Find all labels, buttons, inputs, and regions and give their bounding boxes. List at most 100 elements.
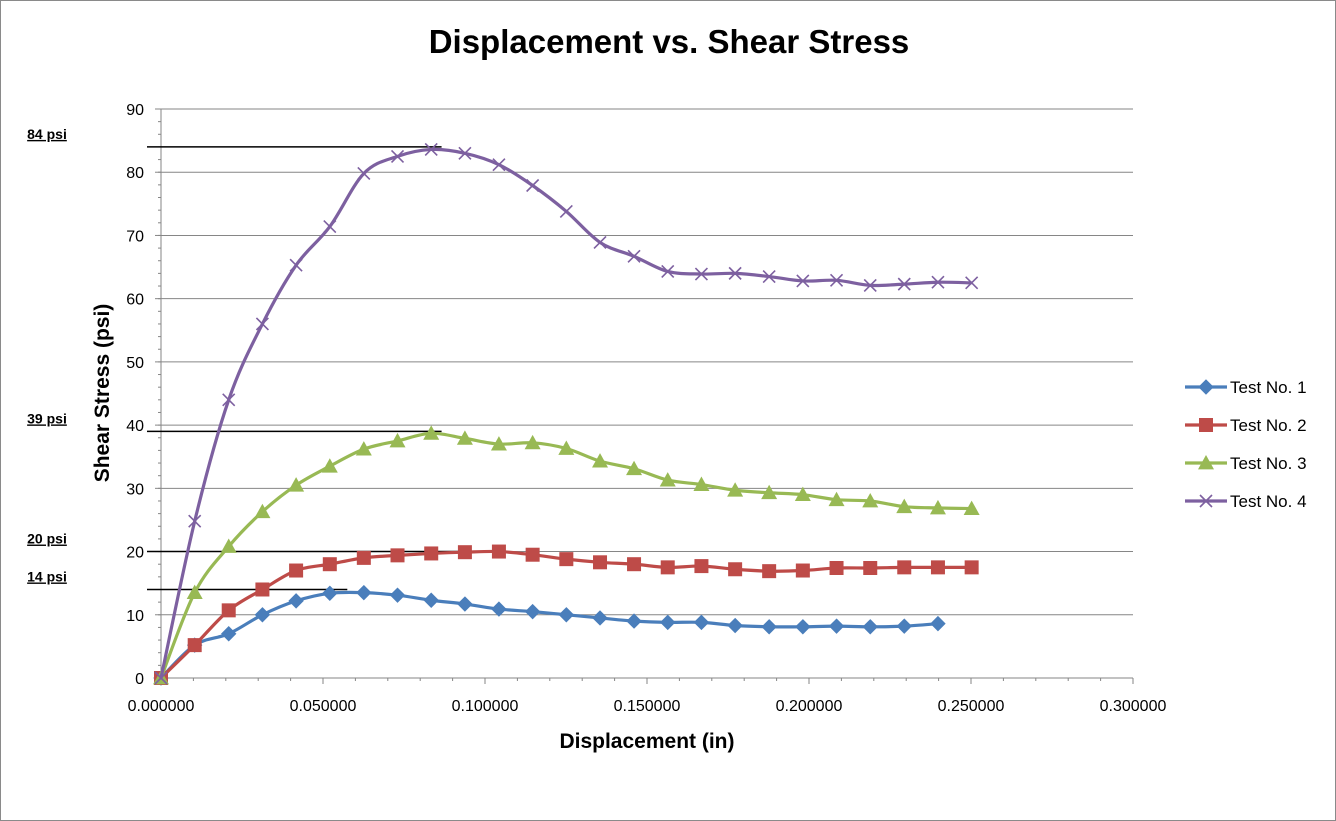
y-tick-label: 50 xyxy=(126,355,144,372)
x-tick-label: 0.150000 xyxy=(614,698,681,715)
data-point xyxy=(829,560,844,575)
series-line xyxy=(159,147,972,679)
data-point xyxy=(492,158,506,172)
data-point xyxy=(896,498,913,514)
data-point xyxy=(796,274,810,288)
data-point xyxy=(863,560,878,575)
data-point xyxy=(491,544,506,559)
data-point xyxy=(254,503,271,519)
series-1 xyxy=(153,584,946,686)
data-point xyxy=(289,563,304,578)
y-tick-label: 80 xyxy=(126,165,144,182)
data-point xyxy=(186,584,203,600)
data-point xyxy=(322,557,337,572)
data-point xyxy=(626,460,643,476)
data-point xyxy=(288,593,304,609)
data-point xyxy=(355,441,372,456)
y-tick-label: 0 xyxy=(135,671,144,688)
data-point xyxy=(221,603,236,618)
x-tick-label: 0.250000 xyxy=(938,698,1005,715)
legend-label: Test No. 3 xyxy=(1230,454,1307,473)
data-point xyxy=(357,166,371,181)
data-point xyxy=(728,266,742,280)
data-point xyxy=(424,546,439,561)
y-tick-label: 20 xyxy=(126,545,144,562)
data-point xyxy=(390,149,405,163)
series-line xyxy=(159,590,939,680)
data-point xyxy=(457,596,473,612)
data-point xyxy=(660,560,675,575)
legend: Test No. 1 Test No. 2 Test No. 3 Test No. 4 xyxy=(1185,378,1307,511)
x-tick-label: 0.100000 xyxy=(452,698,519,715)
y-tick-label: 40 xyxy=(126,418,144,435)
data-point xyxy=(524,603,541,620)
data-point xyxy=(559,204,573,218)
y-tick-label: 30 xyxy=(126,481,144,498)
series-4 xyxy=(154,142,979,685)
data-point xyxy=(794,486,811,502)
data-point xyxy=(322,585,338,601)
legend-marker xyxy=(1198,379,1214,395)
data-point xyxy=(221,626,237,642)
data-point xyxy=(931,275,945,289)
data-point xyxy=(929,499,946,515)
data-point xyxy=(255,582,270,597)
data-point xyxy=(862,619,878,635)
annotation-label: 84 psi xyxy=(27,126,67,142)
y-tick-label: 60 xyxy=(126,292,144,309)
data-point xyxy=(896,618,912,634)
data-point xyxy=(627,249,641,263)
data-point xyxy=(323,220,337,234)
annotation-label: 14 psi xyxy=(27,568,67,584)
data-point xyxy=(154,671,168,685)
annotation-label: 39 psi xyxy=(27,410,67,426)
legend-label: Test No. 1 xyxy=(1230,378,1307,397)
y-tick-label: 10 xyxy=(126,608,144,625)
data-point xyxy=(458,146,472,160)
annotation-label: 20 psi xyxy=(27,531,67,547)
data-point xyxy=(187,638,202,653)
x-tick-label: 0.050000 xyxy=(290,698,357,715)
data-point xyxy=(289,258,303,272)
data-point xyxy=(558,440,575,455)
data-point xyxy=(930,560,945,575)
data-point xyxy=(222,393,236,407)
data-point xyxy=(491,601,507,617)
data-point xyxy=(727,482,744,497)
legend-marker xyxy=(1199,494,1213,508)
data-point xyxy=(288,477,305,492)
x-tick-label: 0.300000 xyxy=(1100,698,1167,715)
data-point xyxy=(761,484,778,500)
data-point xyxy=(254,607,271,623)
data-point xyxy=(829,273,844,287)
legend-item: Test No. 1 xyxy=(1185,378,1307,397)
data-point xyxy=(593,555,608,570)
data-point xyxy=(694,559,709,574)
x-tick-label: 0.000000 xyxy=(128,698,195,715)
data-point xyxy=(930,615,946,632)
data-point xyxy=(728,562,743,577)
data-point xyxy=(795,563,810,578)
data-point xyxy=(963,500,980,515)
data-point xyxy=(188,514,202,528)
data-point xyxy=(423,592,439,608)
data-point xyxy=(423,425,440,440)
legend-item: Test No. 3 xyxy=(1185,454,1307,473)
data-point xyxy=(321,458,338,473)
data-point xyxy=(693,614,710,631)
data-point xyxy=(424,142,438,157)
data-point xyxy=(659,472,676,487)
data-point xyxy=(694,267,708,281)
data-point xyxy=(356,550,371,565)
data-point xyxy=(828,618,845,634)
y-axis-title: Shear Stress (psi) xyxy=(91,304,114,483)
data-point xyxy=(558,607,575,623)
chart-title: Displacement vs. Shear Stress xyxy=(429,23,910,60)
data-point xyxy=(762,269,776,284)
y-tick-label: 90 xyxy=(126,102,144,119)
data-point xyxy=(456,430,473,445)
data-point xyxy=(627,557,642,572)
data-point xyxy=(660,614,676,631)
data-point xyxy=(255,317,269,331)
